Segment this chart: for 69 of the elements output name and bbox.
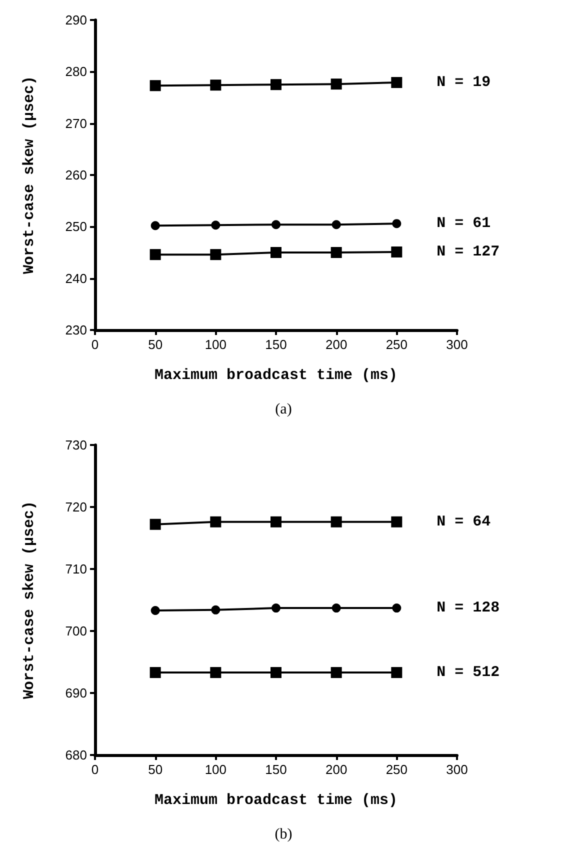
- x-tick-label: 150: [265, 762, 287, 777]
- y-tick-label: 290: [65, 12, 87, 28]
- point: [392, 604, 402, 613]
- y-tick-label: 720: [65, 500, 87, 514]
- point: [270, 79, 282, 90]
- x-tick-label: 0: [91, 762, 99, 777]
- x-tick-label: 250: [386, 762, 408, 777]
- x-tick-label: 300: [446, 762, 468, 777]
- text: N = 127: [436, 243, 500, 260]
- x-tick-label: 0: [91, 337, 99, 352]
- y-axis-title: Worst-case skew (µsec): [21, 500, 38, 700]
- point: [270, 667, 282, 678]
- point: [211, 605, 220, 614]
- text: N = 19: [436, 74, 491, 92]
- point: [332, 220, 341, 230]
- x-tick-label: 150: [265, 337, 287, 352]
- point: [150, 606, 160, 616]
- y-tick-label: 680: [65, 748, 87, 762]
- x-tick-label: 200: [325, 762, 348, 777]
- point: [330, 667, 342, 678]
- point: [270, 247, 282, 258]
- point: [210, 516, 222, 528]
- y-tick-label: 730: [65, 438, 87, 452]
- x-tick-label: 50: [148, 762, 163, 777]
- x-tick-label: 200: [325, 337, 348, 352]
- x-axis-title: Maximum broadcast time (ms): [154, 792, 398, 809]
- point: [392, 219, 402, 228]
- x-tick-label: 50: [148, 337, 163, 352]
- point: [332, 604, 341, 613]
- point: [150, 80, 161, 92]
- point: [270, 516, 282, 528]
- point: [150, 667, 161, 678]
- x-tick-label: 100: [204, 337, 227, 352]
- point: [272, 220, 280, 230]
- point: [391, 516, 402, 528]
- x-tick-label: 250: [386, 337, 408, 352]
- y-axis-title: Worst-case skew (µsec): [21, 76, 38, 274]
- point: [211, 220, 220, 230]
- point: [330, 78, 342, 90]
- y-tick-label: 280: [65, 64, 87, 80]
- text: N = 512: [436, 664, 500, 682]
- point: [210, 80, 222, 91]
- text: N = 64: [436, 513, 491, 530]
- y-tick-label: 700: [65, 624, 87, 638]
- y-tick-label: 270: [65, 116, 87, 131]
- y-tick-label: 690: [65, 686, 87, 700]
- point: [150, 518, 161, 530]
- point: [150, 249, 161, 260]
- point: [210, 249, 222, 260]
- point: [210, 667, 222, 678]
- point: [330, 516, 342, 528]
- point: [330, 247, 342, 258]
- point: [272, 604, 280, 613]
- point: [391, 77, 402, 88]
- point: [391, 246, 402, 258]
- y-tick-label: 250: [65, 219, 87, 234]
- y-tick-label: 260: [65, 168, 87, 182]
- text: (b): [274, 826, 292, 842]
- point: [150, 221, 160, 230]
- y-tick-label: 710: [65, 562, 87, 576]
- y-tick-label: 230: [65, 322, 87, 338]
- x-axis-title: Maximum broadcast time (ms): [154, 367, 398, 384]
- x-tick-label: 300: [446, 337, 468, 352]
- text: N = 128: [436, 600, 500, 617]
- point: [391, 667, 402, 678]
- y-tick-label: 240: [65, 270, 87, 286]
- text: N = 61: [436, 215, 491, 232]
- text: (a): [275, 402, 292, 418]
- x-tick-label: 100: [204, 762, 227, 777]
